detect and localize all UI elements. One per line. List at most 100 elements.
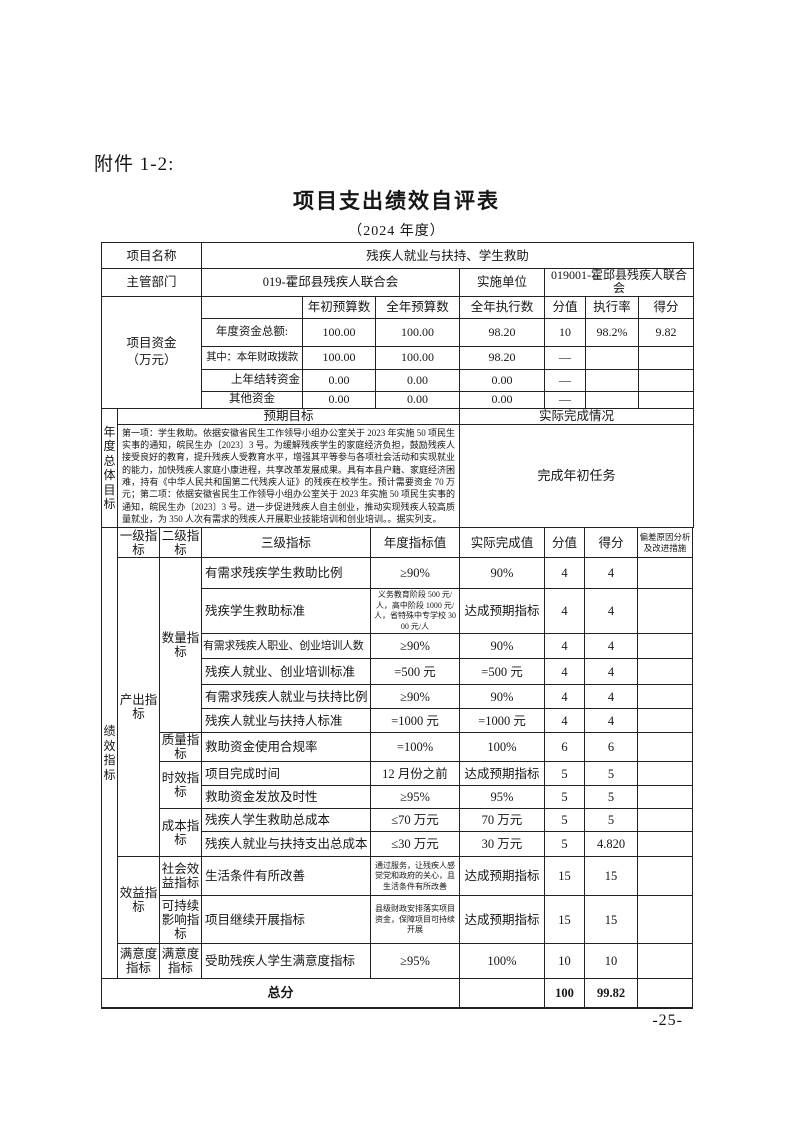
funding-score-cell [637,390,695,409]
deviation-cell [637,557,693,590]
header-actual: 实际完成值 [459,527,545,559]
document-subtitle: （2024 年度） [348,224,445,239]
indicator-name-cell: 残疾人学生救助总成本 [201,808,371,833]
funding-row-label: 上年结转资金 [201,368,303,392]
target-cell: 县级财政安排落实项目资金，保障项目可持续开展 [370,895,460,945]
funding-header-initial: 年初预算数 [302,295,376,319]
deviation-cell [637,708,693,734]
header-l3: 三级指标 [201,527,371,559]
target-cell: ≥90% [370,633,460,660]
actual-cell: 达成预期指标 [459,895,545,945]
deviation-cell [637,684,693,710]
l2-timeliness-cell: 时效指标 [159,761,202,810]
funding-header-weight: 分值 [544,295,586,319]
dept-value-cell: 019-霍邱县残疾人联合会 [201,268,460,297]
impl-unit-value-cell: 019001-霍邱县残疾人联合会 [543,268,695,297]
indicator-row: 救助资金发放及时性 ≥95% 95% 5 5 [102,785,693,810]
funding-rate-cell [585,345,639,370]
funding-fiscal-row: 其中：本年财政拨款 100.00 100.00 98.20 — [102,345,695,370]
actual-cell: 100% [459,943,545,980]
target-cell: ≥90% [370,684,460,710]
weight-cell: 4 [544,658,585,686]
indicator-row: 残疾学生救助标准 义务教育阶段 500 元/人，高中阶段 1000 元/人，省特… [102,588,693,635]
weight-cell: 6 [544,732,585,763]
total-row: 总分 100 99.82 [101,978,693,1009]
weight-cell: 4 [544,684,585,710]
funding-score-cell: 9.82 [637,317,695,347]
funding-header-blank-cell [201,295,303,319]
document-title: 项目支出绩效自评表 [293,189,500,213]
score-cell: 4.820 [584,831,638,858]
deviation-cell [637,633,693,660]
actual-cell: =1000 元 [459,708,545,734]
actual-cell: =500 元 [459,658,545,686]
funding-row-label: 年度资金总额: [201,317,303,347]
objectives-content-row: 第一项：学生救助。依据安徽省民生工作领导小组办公室关于 2023 年实施 50 … [102,423,694,529]
target-cell: ≥90% [370,557,460,590]
deviation-cell [637,856,693,897]
indicator-row: 质量指标 救助资金使用合规率 =100% 100% 6 6 [102,732,693,763]
score-cell: 4 [584,684,638,710]
dept-label-cell: 主管部门 [101,268,202,297]
weight-cell: 4 [544,588,585,635]
funding-initial-cell: 100.00 [302,345,376,370]
funding-annual-cell: 100.00 [375,317,460,347]
funding-header-rate: 执行率 [585,295,639,319]
indicator-row: 满意度指标 满意度指标 受助残疾人学生满意度指标 ≥95% 100% 10 10 [102,943,693,980]
target-cell: =100% [370,732,460,763]
funding-initial-cell: 0.00 [302,390,376,409]
score-cell: 5 [584,785,638,810]
funding-annual-cell: 0.00 [375,368,460,392]
score-cell: 5 [584,761,638,787]
target-cell: 通过服务，让残疾人感觉党和政府的关心，且生活条件有所改善 [370,856,460,897]
l1-benefit-cell: 效益指标 [117,856,160,945]
department-row: 主管部门 019-霍邱县残疾人联合会 实施单位 019001-霍邱县残疾人联合会 [101,268,695,297]
indicators-section-label-cell: 绩效指标 [101,527,118,980]
weight-cell: 4 [544,708,585,734]
total-deviation-blank-cell [637,978,693,1009]
funding-executed-cell: 0.00 [459,368,545,392]
weight-cell: 5 [544,808,585,833]
indicator-name-cell: 生活条件有所改善 [201,856,371,897]
score-cell: 4 [584,557,638,590]
indicator-row: 有需求残疾人就业与扶持比例 ≥90% 90% 4 4 [102,684,693,710]
funding-section-label-cell: 项目资金（万元） [101,295,202,409]
funding-row-label: 其他资金 [201,390,303,409]
header-l2: 二级指标 [159,527,202,559]
indicator-name-cell: 有需求残疾学生救助比例 [201,557,371,590]
actual-cell: 达成预期指标 [459,588,545,635]
funding-rate-cell [585,368,639,392]
l1-output-cell: 产出指标 [117,557,160,858]
indicator-name-cell: 救助资金发放及时性 [201,785,371,810]
objectives-section-label-cell: 年度总体目标 [101,407,118,529]
deviation-cell [637,895,693,945]
project-name-row: 项目名称 残疾人就业与扶持、学生救助 [101,242,695,269]
funding-initial-cell: 100.00 [302,317,376,347]
indicator-name-cell: 救助资金使用合规率 [201,732,371,763]
funding-weight-cell: — [544,390,586,409]
actual-cell: 达成预期指标 [459,761,545,787]
target-cell: ≤30 万元 [370,831,460,858]
funding-weight-cell: — [544,345,586,370]
target-cell: ≥95% [370,785,460,810]
indicator-name-cell: 残疾学生救助标准 [201,588,371,635]
l2-quantity-cell: 数量指标 [159,557,202,734]
indicator-name-cell: 有需求残疾人就业与扶持比例 [201,684,371,710]
indicator-row: 残疾人就业与扶持支出总成本 ≤30 万元 30 万元 5 4.820 [102,831,693,858]
indicators-section-label: 绩效指标 [103,724,116,782]
actual-cell: 100% [459,732,545,763]
weight-cell: 15 [544,856,585,897]
deviation-cell [637,831,693,858]
funding-score-cell [637,368,695,392]
funding-executed-cell: 0.00 [459,390,545,409]
l1-satisfaction-cell: 满意度指标 [117,943,160,980]
deviation-cell [637,588,693,635]
funding-score-cell [637,345,695,370]
actual-cell: 90% [459,684,545,710]
indicator-name-cell: 残疾人就业与扶持人标准 [201,708,371,734]
l2-sustain-cell: 可持续影响指标 [159,895,202,945]
total-actual-blank-cell [459,978,545,1009]
indicator-row: 残疾人就业与扶持人标准 =1000 元 =1000 元 4 4 [102,708,693,734]
funding-annual-cell: 100.00 [375,345,460,370]
funding-total-row: 年度资金总额: 100.00 100.00 98.20 10 98.2% 9.8… [102,317,695,347]
